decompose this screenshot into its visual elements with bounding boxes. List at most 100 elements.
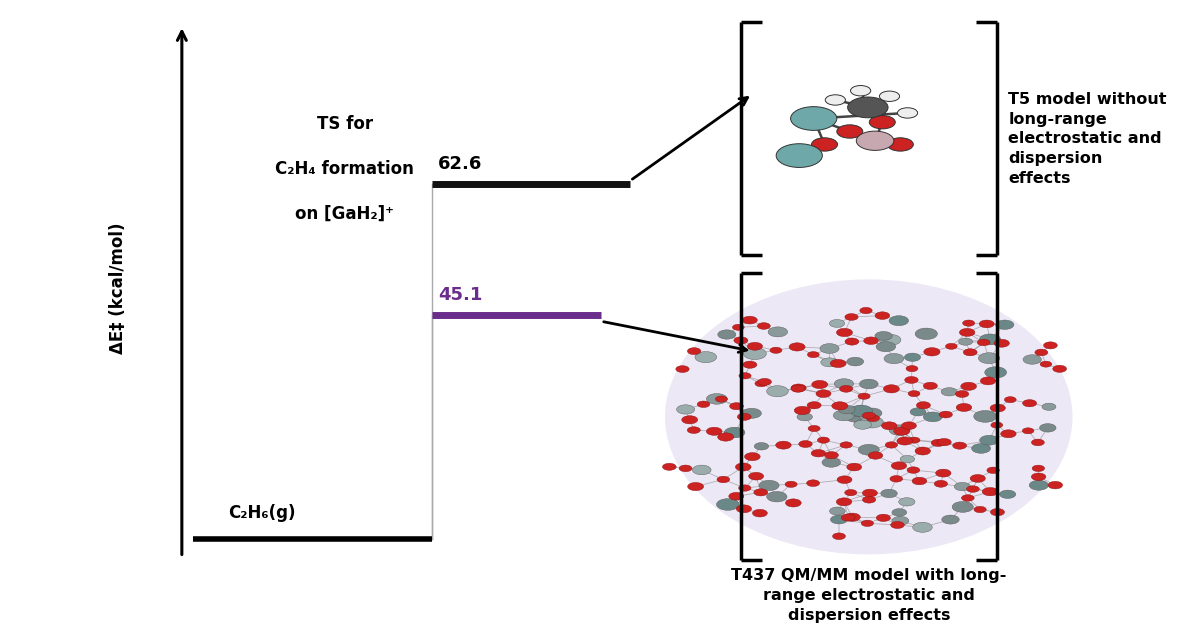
Circle shape [688,427,701,433]
Circle shape [811,138,838,151]
Circle shape [676,365,689,372]
Circle shape [924,348,940,356]
Circle shape [749,472,763,480]
Circle shape [974,507,986,513]
Circle shape [808,425,820,432]
Circle shape [973,411,997,422]
Circle shape [883,385,900,393]
Circle shape [808,402,821,409]
Circle shape [1048,481,1063,489]
Circle shape [970,474,985,483]
Circle shape [886,442,898,448]
Circle shape [1052,365,1067,372]
Circle shape [725,427,745,438]
Circle shape [936,469,952,477]
Circle shape [1032,465,1044,471]
Circle shape [863,496,876,503]
Circle shape [910,408,926,416]
Circle shape [836,125,863,138]
Circle shape [794,406,810,415]
Circle shape [841,514,856,521]
Circle shape [821,358,839,367]
Circle shape [862,520,874,527]
Circle shape [682,416,697,424]
Circle shape [677,405,695,414]
Circle shape [986,467,1000,474]
Circle shape [859,307,872,314]
Circle shape [742,408,762,418]
Circle shape [840,386,853,392]
Circle shape [923,412,942,421]
Circle shape [990,508,1004,516]
Circle shape [990,404,1006,412]
Circle shape [889,316,908,326]
Circle shape [880,335,901,345]
Circle shape [859,412,877,421]
Circle shape [906,365,918,372]
Circle shape [744,452,760,461]
Circle shape [956,403,972,411]
Circle shape [1031,473,1046,481]
Circle shape [979,334,1001,345]
Circle shape [890,522,905,529]
Circle shape [978,353,1000,364]
Circle shape [955,391,968,398]
Circle shape [838,476,852,483]
Circle shape [875,331,893,340]
Circle shape [851,86,871,96]
Circle shape [836,328,852,336]
Circle shape [799,440,812,447]
Circle shape [791,385,805,392]
Circle shape [907,467,919,473]
Circle shape [736,505,751,513]
Circle shape [850,405,872,416]
Circle shape [959,328,974,336]
Circle shape [859,379,878,389]
Circle shape [806,480,820,486]
Circle shape [679,465,692,472]
Circle shape [770,347,782,353]
Text: C₂H₄ formation: C₂H₄ formation [276,160,414,178]
Circle shape [905,353,920,362]
Text: on [GaH₂]⁺: on [GaH₂]⁺ [295,205,395,222]
Circle shape [734,337,748,344]
Circle shape [830,359,846,367]
Text: T437 QM/MM model with long-
range electrostatic and
dispersion effects: T437 QM/MM model with long- range electr… [731,568,1007,622]
Circle shape [716,476,730,483]
Circle shape [979,320,995,328]
Circle shape [882,422,898,430]
Circle shape [1030,480,1049,490]
Circle shape [739,373,751,379]
Circle shape [894,427,910,435]
Circle shape [972,444,990,454]
Circle shape [916,447,930,455]
Circle shape [730,403,744,410]
Circle shape [767,491,787,502]
Text: 62.6: 62.6 [438,155,482,173]
Circle shape [785,481,797,488]
Circle shape [732,324,744,330]
Circle shape [940,411,953,418]
Circle shape [983,488,998,496]
Circle shape [863,408,882,418]
Circle shape [858,393,870,399]
Circle shape [847,97,888,118]
Circle shape [953,442,966,449]
Circle shape [846,412,865,422]
Circle shape [863,489,877,497]
Circle shape [892,508,907,516]
Circle shape [737,413,751,420]
Circle shape [688,348,701,355]
Circle shape [808,352,820,358]
Circle shape [836,498,852,506]
Circle shape [869,115,895,129]
Circle shape [830,515,847,524]
Circle shape [876,341,895,352]
Circle shape [845,490,857,496]
Circle shape [966,486,979,492]
Circle shape [884,353,904,364]
Circle shape [775,441,791,449]
Circle shape [1022,428,1034,434]
Circle shape [857,131,894,151]
Ellipse shape [665,279,1073,554]
